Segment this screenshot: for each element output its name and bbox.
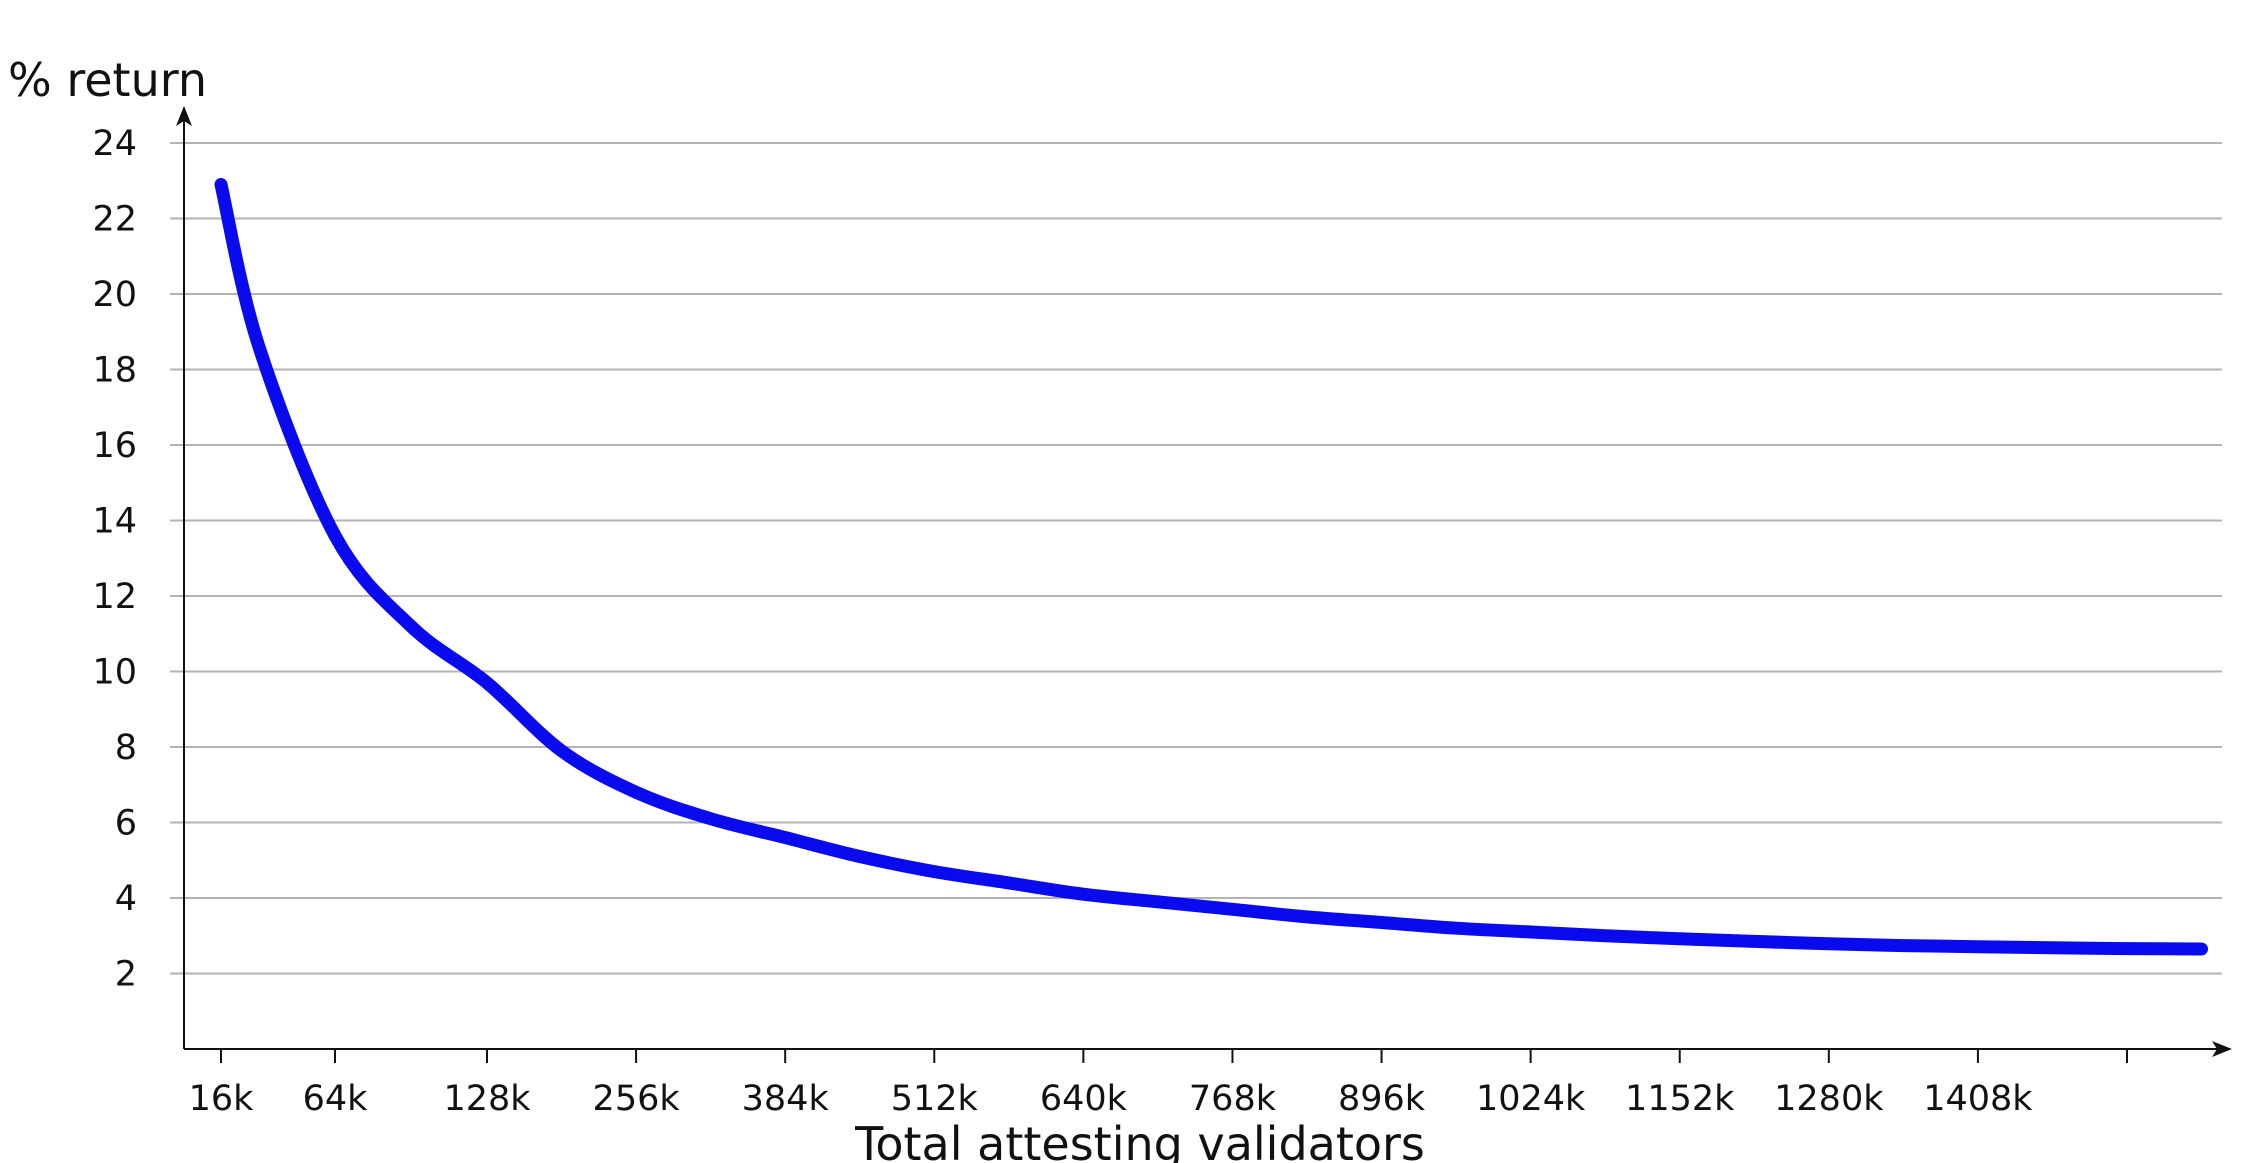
y-tick-label: 18 [92, 351, 137, 391]
y-tick-label: 20 [92, 275, 137, 315]
series-line-0 [214, 178, 2208, 956]
x-tick-label: 128k [443, 1079, 531, 1119]
x-tick-label: 640k [1040, 1079, 1128, 1119]
y-tick-label: 2 [115, 955, 137, 995]
x-tick-label: 64k [303, 1079, 369, 1119]
grid-layer [170, 142, 2222, 975]
y-tick-label: 22 [92, 200, 137, 240]
axis-layer [176, 106, 2232, 1057]
x-tick-label: 896k [1338, 1079, 1426, 1119]
x-tick-label: 384k [742, 1079, 830, 1119]
x-tick-label: 1408k [1923, 1079, 2033, 1119]
y-tick-label: 4 [115, 879, 137, 919]
y-tick-label: 12 [92, 577, 137, 617]
series-layer [214, 178, 2208, 956]
y-tick-label: 8 [115, 728, 137, 768]
x-tick-label: 1152k [1625, 1079, 1735, 1119]
y-tick-label: 6 [115, 804, 137, 844]
x-tick-label: 256k [593, 1079, 681, 1119]
x-tick-label: 1280k [1774, 1079, 1884, 1119]
x-tick-label: 512k [891, 1079, 979, 1119]
y-axis-label: % return [8, 53, 207, 107]
x-tick-label: 1024k [1476, 1079, 1586, 1119]
x-tick-label: 768k [1189, 1079, 1277, 1119]
y-tick-label: 24 [92, 124, 137, 164]
y-tick-label: 14 [92, 502, 137, 542]
x-tick-label: 16k [189, 1079, 255, 1119]
y-tick-label: 16 [92, 426, 137, 466]
y-tick-label: 10 [92, 653, 137, 693]
x-axis-label: Total attesting validators [854, 1117, 1425, 1163]
